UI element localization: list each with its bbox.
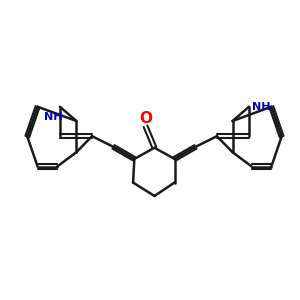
Text: O: O — [139, 111, 152, 126]
Text: NH: NH — [44, 112, 62, 122]
Text: NH: NH — [252, 102, 271, 112]
